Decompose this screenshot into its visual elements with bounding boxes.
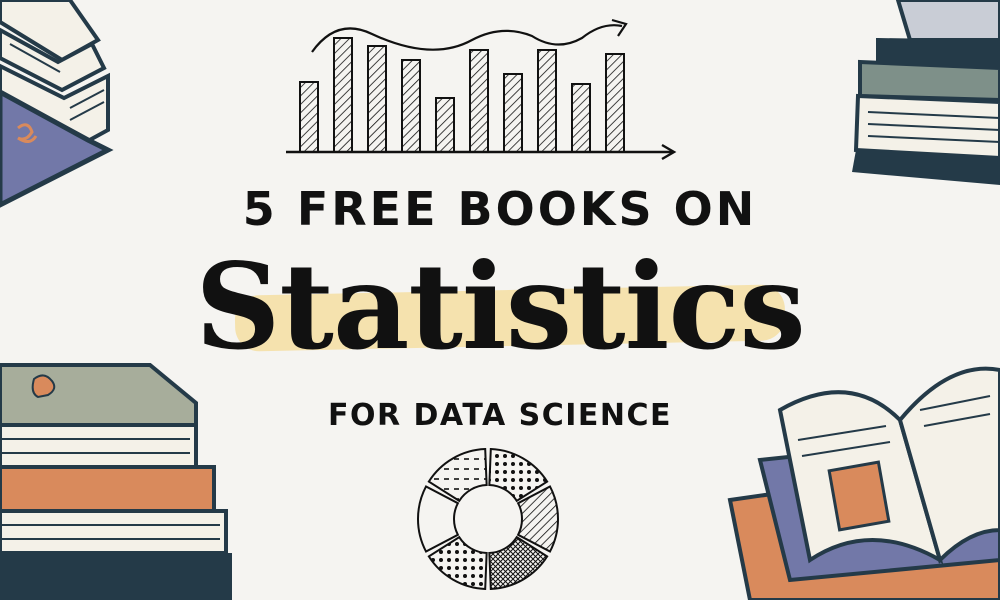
headline: 5 FREE BOOKS ON [242, 182, 758, 236]
bar-chart-bar [469, 49, 489, 153]
bar-chart-bar [299, 81, 319, 153]
bar-chart-bar [503, 73, 523, 153]
subtitle: FOR DATA SCIENCE [327, 398, 673, 433]
donut-chart-segment [516, 485, 559, 553]
bar-chart-bar [605, 53, 625, 153]
bar-chart-bar [367, 45, 387, 153]
bar-chart-bar [333, 37, 353, 153]
donut-chart-segment [488, 535, 549, 590]
donut-chart-segment [427, 535, 488, 590]
title-wrap: Statistics [0, 248, 1000, 366]
bar-chart-bar [537, 49, 557, 153]
donut-chart-segment [427, 448, 488, 503]
title: Statistics [195, 237, 806, 376]
bar-chart-bar [401, 59, 421, 153]
title-text: Statistics [195, 248, 806, 366]
donut-chart-segment [488, 448, 549, 503]
bar-chart-bar [435, 97, 455, 153]
bar-chart-bar [571, 83, 591, 153]
donut-chart-segment [417, 485, 460, 553]
donut-chart-icon [417, 448, 559, 590]
book-stack-bottom-left [0, 363, 232, 600]
book-stack-top-right [852, 0, 1000, 185]
open-book-bottom-right [727, 366, 1000, 600]
book-stack-top-left [0, 0, 114, 208]
bar-chart-icon [286, 18, 677, 161]
